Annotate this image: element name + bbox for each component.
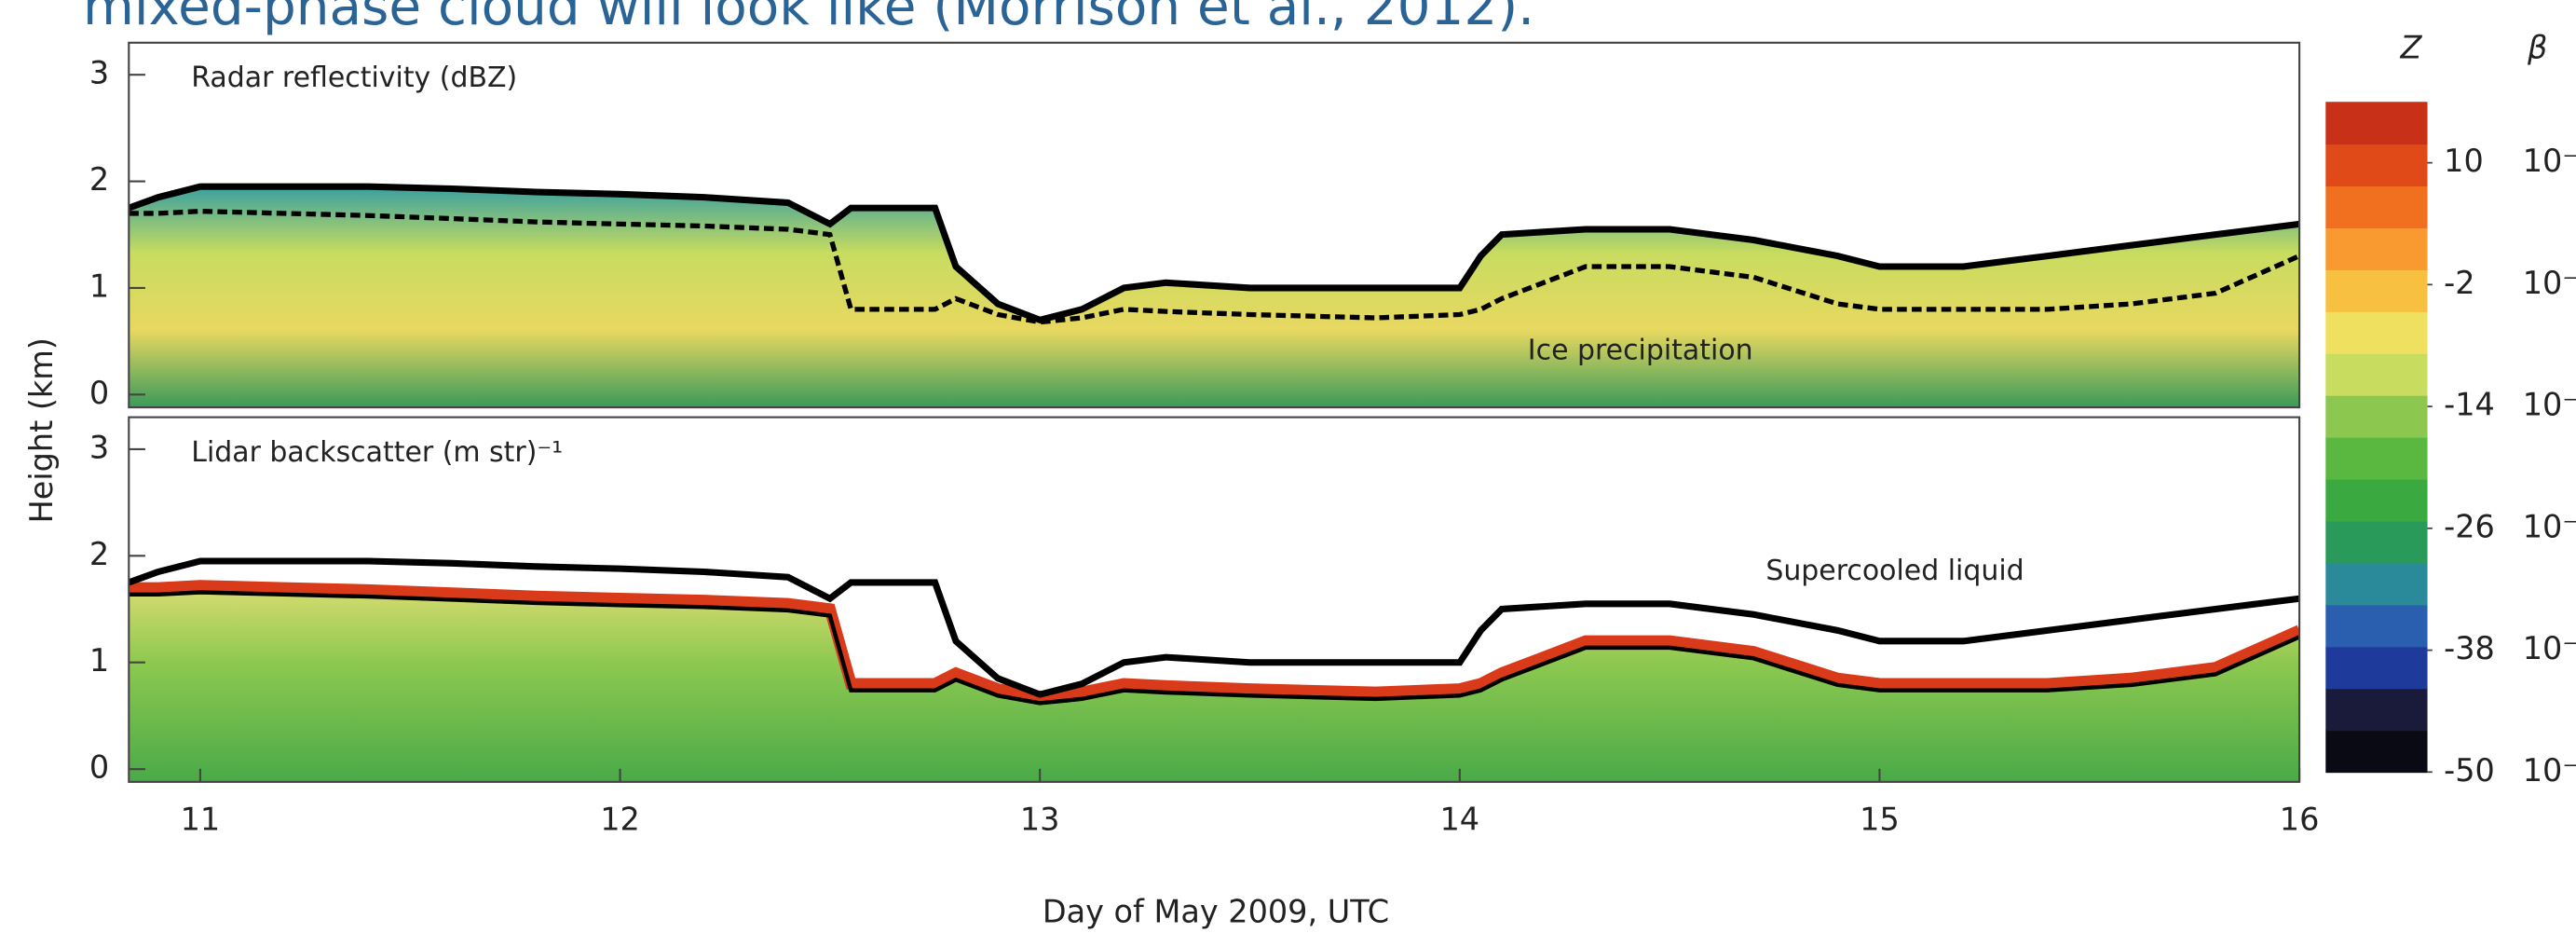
colorbar-cell — [2325, 311, 2427, 354]
colorbar-beta-label: 10⁻⁴ — [2523, 265, 2576, 301]
colorbar-z-header: Z — [2399, 29, 2422, 65]
colorbar-cell — [2325, 102, 2427, 144]
colorbar-cell — [2325, 144, 2427, 186]
colorbar-beta-label: 10⁻³ — [2523, 143, 2576, 179]
x-tick-label: 12 — [600, 802, 640, 838]
colorbar-cell — [2325, 353, 2427, 396]
colorbar-z-label: -38 — [2444, 630, 2495, 666]
colorbar-cell — [2325, 437, 2427, 480]
colorbar-cell — [2325, 521, 2427, 564]
x-axis-label: Day of May 2009, UTC — [1043, 893, 1389, 929]
x-tick-label: 15 — [1860, 802, 1900, 838]
y-tick-label: 0 — [89, 749, 109, 786]
colorbar-cell — [2325, 395, 2427, 438]
colorbar-z-label: -50 — [2444, 752, 2495, 789]
colorbar-beta-label: 10⁻⁴ — [2523, 387, 2576, 423]
colorbar-cell — [2325, 227, 2427, 270]
annotation: Supercooled liquid — [1765, 555, 2024, 587]
colorbar-cell — [2325, 646, 2427, 689]
chart: mixed-phase cloud will look like (Morris… — [0, 0, 2576, 933]
colorbar-beta-label: 10⁻⁸ — [2523, 752, 2576, 789]
colorbar-cell — [2325, 730, 2427, 773]
y-tick-label: 0 — [89, 375, 109, 411]
x-tick-label: 13 — [1020, 802, 1060, 838]
colorbar-cell — [2325, 605, 2427, 648]
x-tick-label: 14 — [1440, 802, 1480, 838]
y-axis-label: Height (km) — [23, 337, 60, 523]
annotation: Ice precipitation — [1528, 335, 1753, 367]
x-tick-label: 11 — [181, 802, 221, 838]
colorbar-cell — [2325, 563, 2427, 606]
colorbar-z-label: -2 — [2444, 265, 2474, 301]
page: {"chart_data": { "type": "area", "captio… — [0, 0, 2576, 933]
y-tick-label: 1 — [89, 268, 109, 304]
colorbar-cell — [2325, 479, 2427, 522]
caption: mixed-phase cloud will look like (Morris… — [83, 0, 1534, 37]
colorbar-cell — [2325, 269, 2427, 312]
panel — [129, 43, 2299, 407]
colorbar-cell — [2325, 185, 2427, 228]
panel-title: Radar reflectivity (dBZ) — [191, 62, 517, 94]
y-tick-label: 2 — [89, 161, 109, 198]
colorbar-beta-label: 10⁻⁶ — [2523, 508, 2576, 544]
colorbar-beta-label: 10⁻⁷ — [2523, 630, 2576, 666]
y-tick-label: 2 — [89, 536, 109, 572]
y-tick-label: 3 — [89, 429, 109, 465]
y-tick-label: 1 — [89, 642, 109, 679]
colorbar-cell — [2325, 688, 2427, 731]
panel-title: Lidar backscatter (m str)⁻¹ — [191, 436, 563, 469]
x-tick-label: 16 — [2280, 802, 2320, 838]
panel — [129, 418, 2299, 782]
colorbar-z-label: -26 — [2444, 508, 2495, 544]
y-tick-label: 3 — [89, 55, 109, 91]
colorbar-beta-header: β — [2527, 29, 2547, 65]
colorbar-z-label: 10 — [2444, 143, 2484, 179]
colorbar-z-label: -14 — [2444, 387, 2495, 423]
